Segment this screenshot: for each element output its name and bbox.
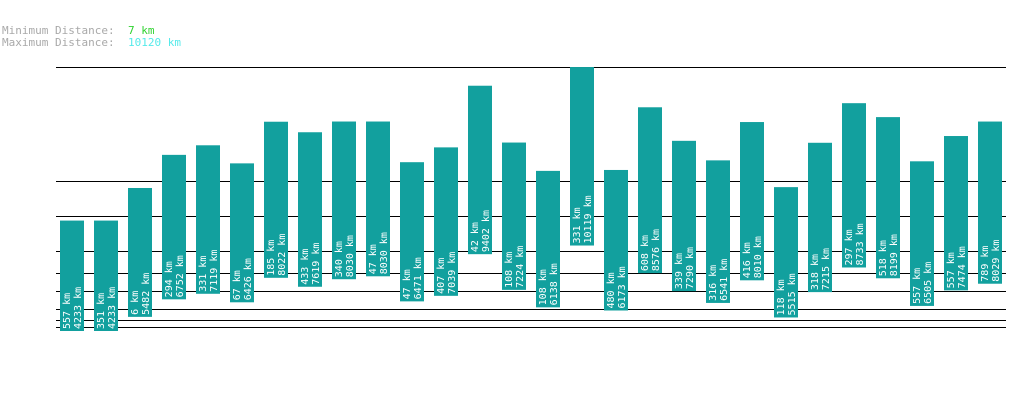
bar <box>672 140 696 292</box>
max-distance-label: Maximum Distance: <box>2 36 115 49</box>
total-distance-label: 6505 km <box>923 262 934 304</box>
segment-distance-label: 331 km <box>198 256 209 292</box>
bar <box>536 170 560 308</box>
total-distance-label: 8576 km <box>651 229 662 271</box>
segment-distance-label: 118 km <box>776 279 787 315</box>
bar <box>298 132 322 287</box>
bar <box>60 220 84 331</box>
total-distance-label: 5482 km <box>141 273 152 315</box>
total-distance-label: 7290 km <box>685 247 696 289</box>
total-distance-label: 8022 km <box>277 234 288 276</box>
segment-distance-label: 331 km <box>572 207 583 243</box>
bar <box>332 121 356 280</box>
segment-distance-label: 433 km <box>300 249 311 285</box>
segment-distance-label: 351 km <box>96 293 107 329</box>
total-distance-label: 9402 km <box>481 210 492 252</box>
bar <box>162 154 186 300</box>
segment-distance-label: 316 km <box>708 265 719 301</box>
segment-distance-label: 416 km <box>742 242 753 278</box>
bar <box>876 117 900 279</box>
segment-distance-label: 318 km <box>810 254 821 290</box>
total-distance-label: 4233 km <box>73 287 84 329</box>
bar <box>740 122 764 281</box>
total-distance-label: 6426 km <box>243 258 254 300</box>
total-distance-label: 6752 km <box>175 255 186 297</box>
segment-distance-label: 518 km <box>878 240 889 276</box>
total-distance-label: 4233 km <box>107 287 118 329</box>
total-distance-label: 7119 km <box>209 250 220 292</box>
segment-distance-label: 47 km <box>368 244 379 274</box>
total-distance-label: 7224 km <box>515 246 526 288</box>
segment-distance-label: 339 km <box>674 253 685 289</box>
min-distance-label: Minimum Distance: <box>2 24 115 37</box>
segment-distance-label: 340 km <box>334 241 345 277</box>
max-distance-row: Maximum Distance: 10120 km <box>2 37 181 49</box>
segment-distance-label: 557 km <box>946 252 957 288</box>
bar <box>196 145 220 294</box>
segment-distance-label: 297 km <box>844 229 855 265</box>
bar <box>468 85 492 255</box>
bar <box>706 160 730 303</box>
total-distance-label: 6173 km <box>617 266 628 308</box>
total-distance-label: 8010 km <box>753 236 764 278</box>
segment-distance-label: 108 km <box>504 252 515 288</box>
bar <box>604 169 628 311</box>
segment-distance-label: 108 km <box>538 269 549 305</box>
bar <box>842 103 866 268</box>
bar <box>434 147 458 296</box>
bar <box>366 121 390 277</box>
segment-distance-label: 789 km <box>980 246 991 282</box>
total-distance-label: 8733 km <box>855 223 866 265</box>
segment-distance-label: 185 km <box>266 240 277 276</box>
segment-distance-label: 557 km <box>62 293 73 329</box>
segment-distance-label: 6 km <box>130 291 141 315</box>
total-distance-label: 6138 km <box>549 263 560 305</box>
total-distance-label: 5515 km <box>787 273 798 315</box>
bar <box>978 121 1002 284</box>
bar <box>128 187 152 317</box>
total-distance-label: 8029 km <box>991 240 1002 282</box>
segment-distance-label: 557 km <box>912 268 923 304</box>
bar <box>944 136 968 291</box>
segment-distance-label: 47 km <box>402 269 413 299</box>
segment-distance-label: 67 km <box>232 270 243 300</box>
bar <box>910 161 934 306</box>
total-distance-label: 10119 km <box>583 195 594 243</box>
total-distance-label: 8199 km <box>889 234 900 276</box>
total-distance-label: 7619 km <box>311 243 322 285</box>
bar <box>570 67 594 246</box>
segment-distance-label: 407 km <box>436 258 447 294</box>
bar <box>94 220 118 331</box>
total-distance-label: 7215 km <box>821 248 832 290</box>
bar <box>400 162 424 302</box>
bar <box>264 121 288 278</box>
total-distance-label: 8030 km <box>379 232 390 274</box>
segment-distance-label: 608 km <box>640 235 651 271</box>
total-distance-label: 6541 km <box>719 259 730 301</box>
total-distance-label: 8030 km <box>345 235 356 277</box>
total-distance-label: 7474 km <box>957 246 968 288</box>
segment-distance-label: 42 km <box>470 222 481 252</box>
bar <box>808 142 832 293</box>
max-distance-value: 10120 km <box>128 36 181 49</box>
min-distance-row: Minimum Distance: 7 km <box>2 25 181 37</box>
bar <box>502 142 526 290</box>
total-distance-label: 6471 km <box>413 257 424 299</box>
segment-distance-label: 294 km <box>164 261 175 297</box>
total-distance-label: 7039 km <box>447 252 458 294</box>
segment-distance-label: 480 km <box>606 272 617 308</box>
bar <box>638 107 662 274</box>
distance-stats: Minimum Distance: 7 km Maximum Distance: 1… <box>2 25 181 49</box>
min-distance-value: 7 km <box>128 24 155 37</box>
bar <box>230 163 254 303</box>
bar <box>774 187 798 318</box>
